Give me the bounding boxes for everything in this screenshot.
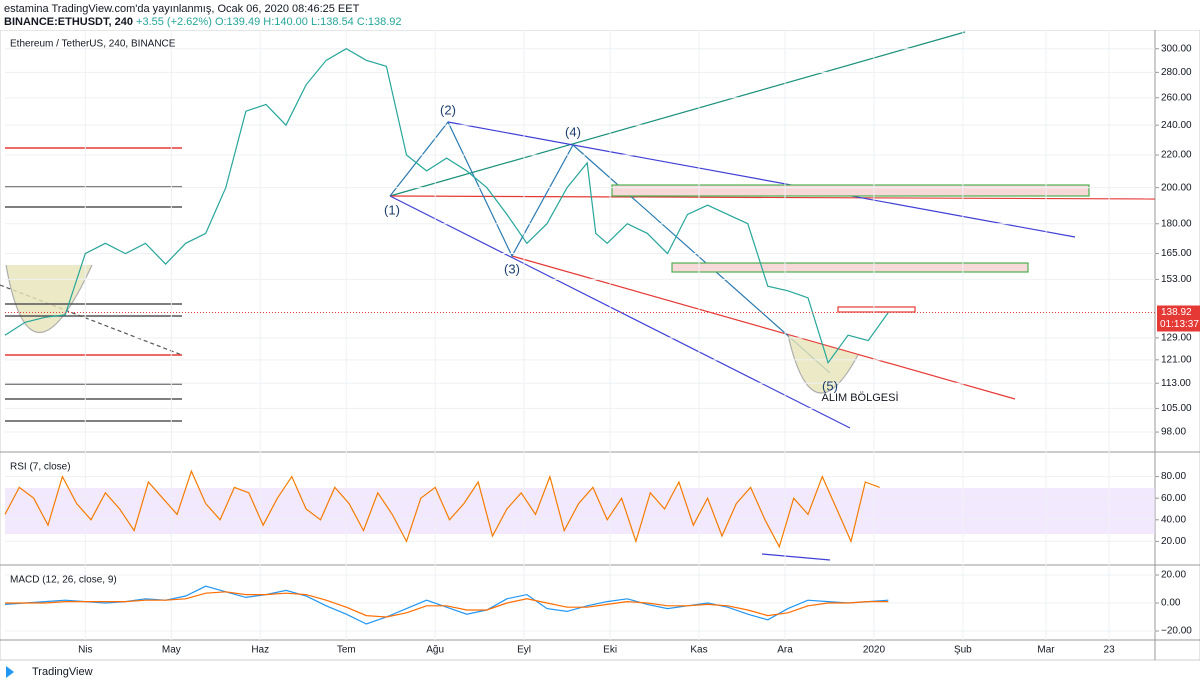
trend-line — [0, 284, 183, 356]
annotation: (1) — [384, 202, 400, 217]
wave-line — [389, 120, 831, 374]
x-tick-label: Tem — [337, 645, 356, 656]
y-tick-label: 260.00 — [1161, 92, 1192, 103]
rsi-band — [5, 488, 1155, 534]
y-tick-label: 105.00 — [1161, 403, 1192, 414]
brand-logo — [6, 666, 14, 678]
x-tick-label: Eyl — [517, 645, 531, 656]
zone-box — [837, 306, 916, 313]
drawings — [0, 31, 1156, 561]
y-tick-label: 240.00 — [1161, 120, 1192, 131]
x-tick-label: 2020 — [863, 645, 886, 656]
x-tick-label: Mar — [1037, 645, 1055, 656]
y-tick-label: 280.00 — [1161, 67, 1192, 78]
y-tick-label: 40.00 — [1161, 514, 1186, 525]
zone-box — [611, 184, 1090, 197]
trend-line — [447, 121, 1076, 238]
ohlc: C:138.92 — [356, 16, 402, 28]
y-tick-label: 20.00 — [1161, 570, 1186, 581]
trend-line — [389, 31, 966, 197]
y-tick-label: 113.00 — [1161, 378, 1191, 389]
x-tick-label: Ara — [777, 645, 793, 656]
series-line — [5, 591, 889, 618]
y-tick-label: 220.00 — [1161, 150, 1192, 161]
pane-title: RSI (7, close) — [10, 462, 71, 473]
cup-shape — [787, 334, 859, 394]
series-line — [4, 48, 889, 365]
trend-line — [389, 195, 851, 429]
y-tick-label: −20.00 — [1161, 626, 1192, 637]
brand: TradingView — [32, 666, 93, 678]
series-line — [4, 585, 889, 625]
y-tick-label: 200.00 — [1161, 182, 1192, 193]
annotation: (4) — [565, 124, 581, 139]
change: +3.55 (+2.62%) — [136, 16, 212, 28]
countdown: 01:13:37 — [1160, 319, 1199, 330]
pane-title: Ethereum / TetherUS, 240, BINANCE — [10, 39, 176, 50]
chart-frame — [0, 30, 1200, 661]
divergence-line — [761, 553, 831, 561]
annotation: (2) — [440, 102, 456, 117]
last-price-label: 138.92 — [1161, 307, 1192, 318]
y-tick-label: 98.00 — [1161, 427, 1186, 438]
y-tick-label: 20.00 — [1161, 536, 1186, 547]
x-tick-label: 23 — [1104, 645, 1116, 656]
pane-title: MACD (12, 26, close, 9) — [10, 575, 117, 586]
y-tick-label: 165.00 — [1161, 248, 1192, 259]
level-lines — [5, 147, 182, 422]
x-tick-label: Haz — [251, 645, 269, 656]
x-tick-label: Eki — [603, 645, 617, 656]
chart: TradingView Nis May Haz Tem Ağu Eyl Eki Kas Ara 2… — [0, 30, 1200, 678]
y-tick-label: 121.00 — [1161, 354, 1192, 365]
ohlc: O:139.49 — [214, 16, 261, 28]
y-tick-label: 80.00 — [1161, 471, 1186, 482]
x-tick-label: Ağu — [426, 645, 444, 656]
ohlc: L:138.54 — [310, 16, 354, 28]
y-tick-label: 300.00 — [1161, 43, 1192, 54]
annotation: (3) — [504, 261, 520, 276]
annotation: (5) — [822, 378, 838, 393]
x-tick-label: Nis — [78, 645, 92, 656]
symbol: BINANCE:ETHUSDT, 240 — [4, 16, 133, 28]
resistance-line — [389, 195, 1156, 200]
y-tick-label: 0.00 — [1161, 598, 1181, 609]
annotation: ALIM BÖLGESİ — [821, 391, 898, 404]
symbol-line: BINANCE:ETHUSDT, 240 +3.55 (+2.62%) O:13… — [4, 16, 402, 28]
y-tick-label: 60.00 — [1161, 493, 1186, 504]
last-price-box — [1157, 305, 1200, 332]
x-tick-label: May — [162, 645, 181, 656]
x-tick-label: Kas — [690, 645, 707, 656]
y-tick-label: 129.00 — [1161, 333, 1192, 344]
y-tick-label: 153.00 — [1161, 274, 1192, 285]
series-line — [4, 469, 880, 549]
x-tick-label: Şub — [954, 645, 972, 656]
ohlc: H:140.00 — [263, 16, 308, 28]
publish-info: estamina TradingView.com'da yayınlanmış,… — [4, 3, 360, 15]
zone-box — [671, 262, 1029, 273]
y-tick-label: 180.00 — [1161, 218, 1192, 229]
